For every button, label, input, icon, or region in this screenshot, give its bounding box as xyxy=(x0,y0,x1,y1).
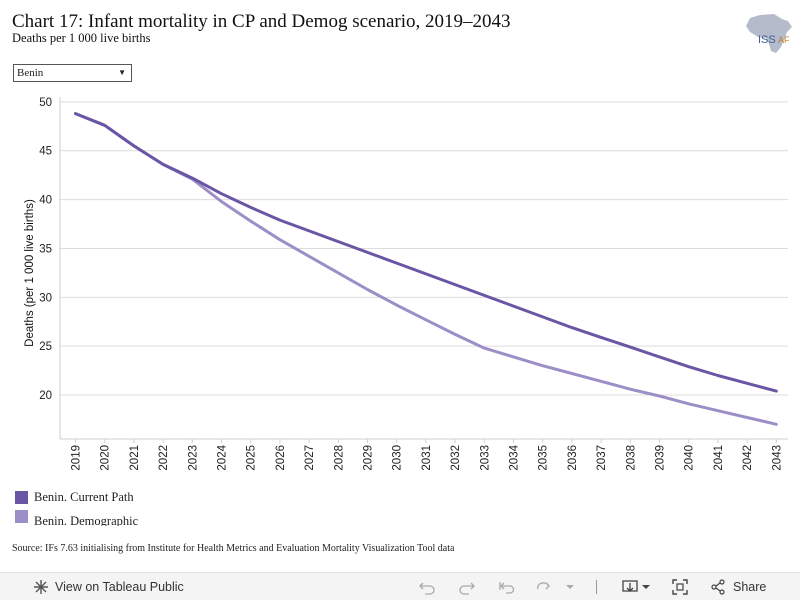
y-tick-label: 25 xyxy=(39,341,52,353)
source-note: Source: IFs 7.63 initialising from Insti… xyxy=(12,543,455,554)
x-tick-label: 2024 xyxy=(217,444,229,470)
x-tick-label: 2031 xyxy=(421,445,433,471)
y-tick-label: 45 xyxy=(39,146,52,158)
x-tick-label: 2042 xyxy=(742,445,754,471)
legend-label: Benin. Demographic xyxy=(34,514,139,526)
x-tick-label: 2035 xyxy=(538,445,550,471)
x-tick-label: 2022 xyxy=(158,445,170,471)
share-button[interactable]: Share xyxy=(710,573,766,601)
logo-text-suffix: AF xyxy=(778,35,790,45)
redo-button[interactable] xyxy=(458,573,476,601)
undo-icon xyxy=(419,582,435,595)
x-tick-label: 2034 xyxy=(509,444,521,470)
chevron-down-icon xyxy=(566,585,574,589)
tableau-icon xyxy=(34,580,48,594)
legend-swatch xyxy=(15,510,28,523)
revert-icon xyxy=(499,582,515,594)
x-tick-label: 2043 xyxy=(771,445,783,471)
x-tick-label: 2026 xyxy=(275,445,287,471)
x-tick-label: 2020 xyxy=(100,445,112,471)
series-line-current-path xyxy=(74,112,778,393)
x-tick-label: 2023 xyxy=(187,445,199,471)
legend-swatch xyxy=(15,491,28,504)
revert-button[interactable] xyxy=(498,573,516,601)
legend-item-current-path[interactable]: Benin. Current Path xyxy=(15,490,134,505)
refresh-icon xyxy=(537,582,550,590)
x-tick-label: 2027 xyxy=(304,445,316,471)
x-tick-label: 2033 xyxy=(479,445,491,471)
legend-label: Benin. Current Path xyxy=(34,490,134,504)
chart-title: Chart 17: Infant mortality in CP and Dem… xyxy=(12,11,511,32)
y-axis-title: Deaths (per 1 000 live births) xyxy=(24,199,36,347)
share-label: Share xyxy=(733,580,767,594)
share-icon xyxy=(711,579,725,595)
country-dropdown[interactable]: Benin ▼ xyxy=(13,64,132,82)
fullscreen-button[interactable] xyxy=(672,573,688,601)
y-tick-label: 20 xyxy=(39,390,52,402)
view-on-tableau-public-label: View on Tableau Public xyxy=(55,580,184,594)
download-button[interactable] xyxy=(622,573,652,601)
x-tick-label: 2039 xyxy=(655,445,667,471)
y-tick-label: 35 xyxy=(39,243,52,255)
fullscreen-icon xyxy=(672,579,688,595)
series-line-demographic xyxy=(74,112,778,426)
logo-text: ISS xyxy=(758,34,776,46)
x-tick-label: 2040 xyxy=(684,445,696,471)
chart-subtitle: Deaths per 1 000 live births xyxy=(12,31,151,45)
refresh-button[interactable] xyxy=(535,573,553,601)
x-tick-label: 2037 xyxy=(596,445,608,471)
x-tick-label: 2041 xyxy=(713,445,725,471)
x-tick-label: 2030 xyxy=(392,445,404,471)
toolbar-divider xyxy=(596,573,597,601)
more-options-dropdown[interactable] xyxy=(565,573,575,601)
country-dropdown-value: Benin xyxy=(17,67,44,79)
x-tick-label: 2036 xyxy=(567,445,579,471)
view-on-tableau-public-link[interactable]: View on Tableau Public xyxy=(33,573,184,601)
x-tick-label: 2029 xyxy=(363,445,375,471)
redo-icon xyxy=(459,582,475,595)
x-tick-label: 2028 xyxy=(333,445,345,471)
y-tick-label: 40 xyxy=(39,195,52,207)
legend-item-demographic[interactable]: Benin. Demographic xyxy=(15,510,138,526)
x-tick-label: 2038 xyxy=(625,445,637,471)
download-icon xyxy=(622,580,650,592)
tableau-toolbar: View on Tableau Public xyxy=(0,572,800,600)
x-tick-label: 2025 xyxy=(246,445,258,471)
iss-africa-logo: ISS AF xyxy=(746,14,792,53)
x-tick-label: 2021 xyxy=(129,445,141,471)
y-tick-label: 50 xyxy=(39,97,52,109)
undo-button[interactable] xyxy=(418,573,436,601)
dropdown-arrow-icon[interactable]: ▼ xyxy=(118,68,126,77)
y-tick-label: 30 xyxy=(39,292,52,304)
x-tick-label: 2019 xyxy=(71,445,83,471)
x-tick-label: 2032 xyxy=(450,445,462,471)
